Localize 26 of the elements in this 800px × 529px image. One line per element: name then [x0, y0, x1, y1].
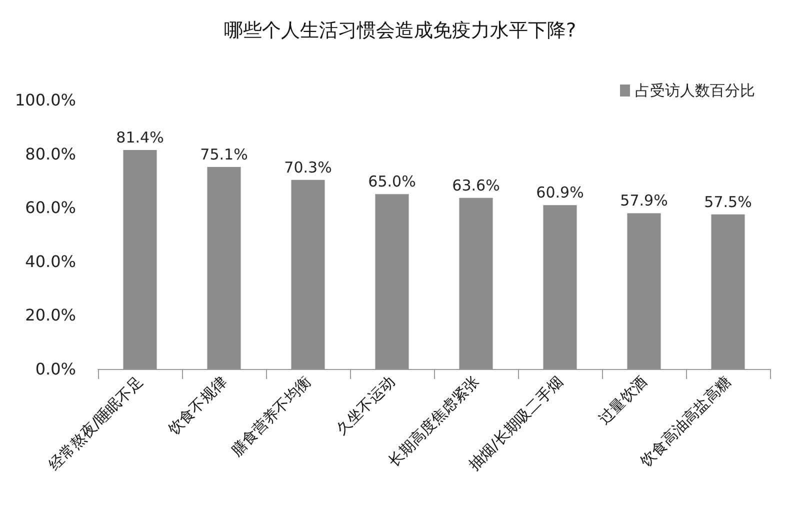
bar — [459, 198, 493, 369]
y-tick-label: 0.0% — [35, 360, 76, 378]
bar — [627, 213, 661, 369]
text: 63.6% — [452, 176, 500, 194]
text: 57.9% — [620, 192, 668, 210]
y-tick-label: 60.0% — [25, 198, 76, 218]
bar — [207, 166, 241, 369]
y-tick-label: 80.0% — [25, 144, 76, 164]
legend-label: 占受访人数百分比 — [635, 82, 755, 100]
text: 65.0% — [368, 172, 416, 191]
text: 81.4% — [116, 128, 164, 147]
chart-title: 哪些个人生活习惯会造成免疫力水平下降? — [224, 20, 576, 42]
text: 60.9% — [536, 184, 584, 202]
bar — [711, 214, 745, 369]
bar — [123, 150, 157, 369]
x-tick-label: 久坐不运动 — [332, 372, 398, 438]
bar — [543, 205, 577, 369]
y-tick-label: 100.0% — [14, 90, 76, 110]
y-tick-label: 20.0% — [25, 306, 76, 325]
bar — [375, 194, 409, 369]
text: 70.3% — [284, 158, 332, 176]
bar — [291, 180, 325, 369]
text: 57.5% — [704, 192, 752, 211]
text: 75.1% — [200, 145, 248, 164]
x-tick-label: 过量饮酒 — [595, 372, 650, 428]
y-tick-label: 40.0% — [25, 252, 76, 271]
